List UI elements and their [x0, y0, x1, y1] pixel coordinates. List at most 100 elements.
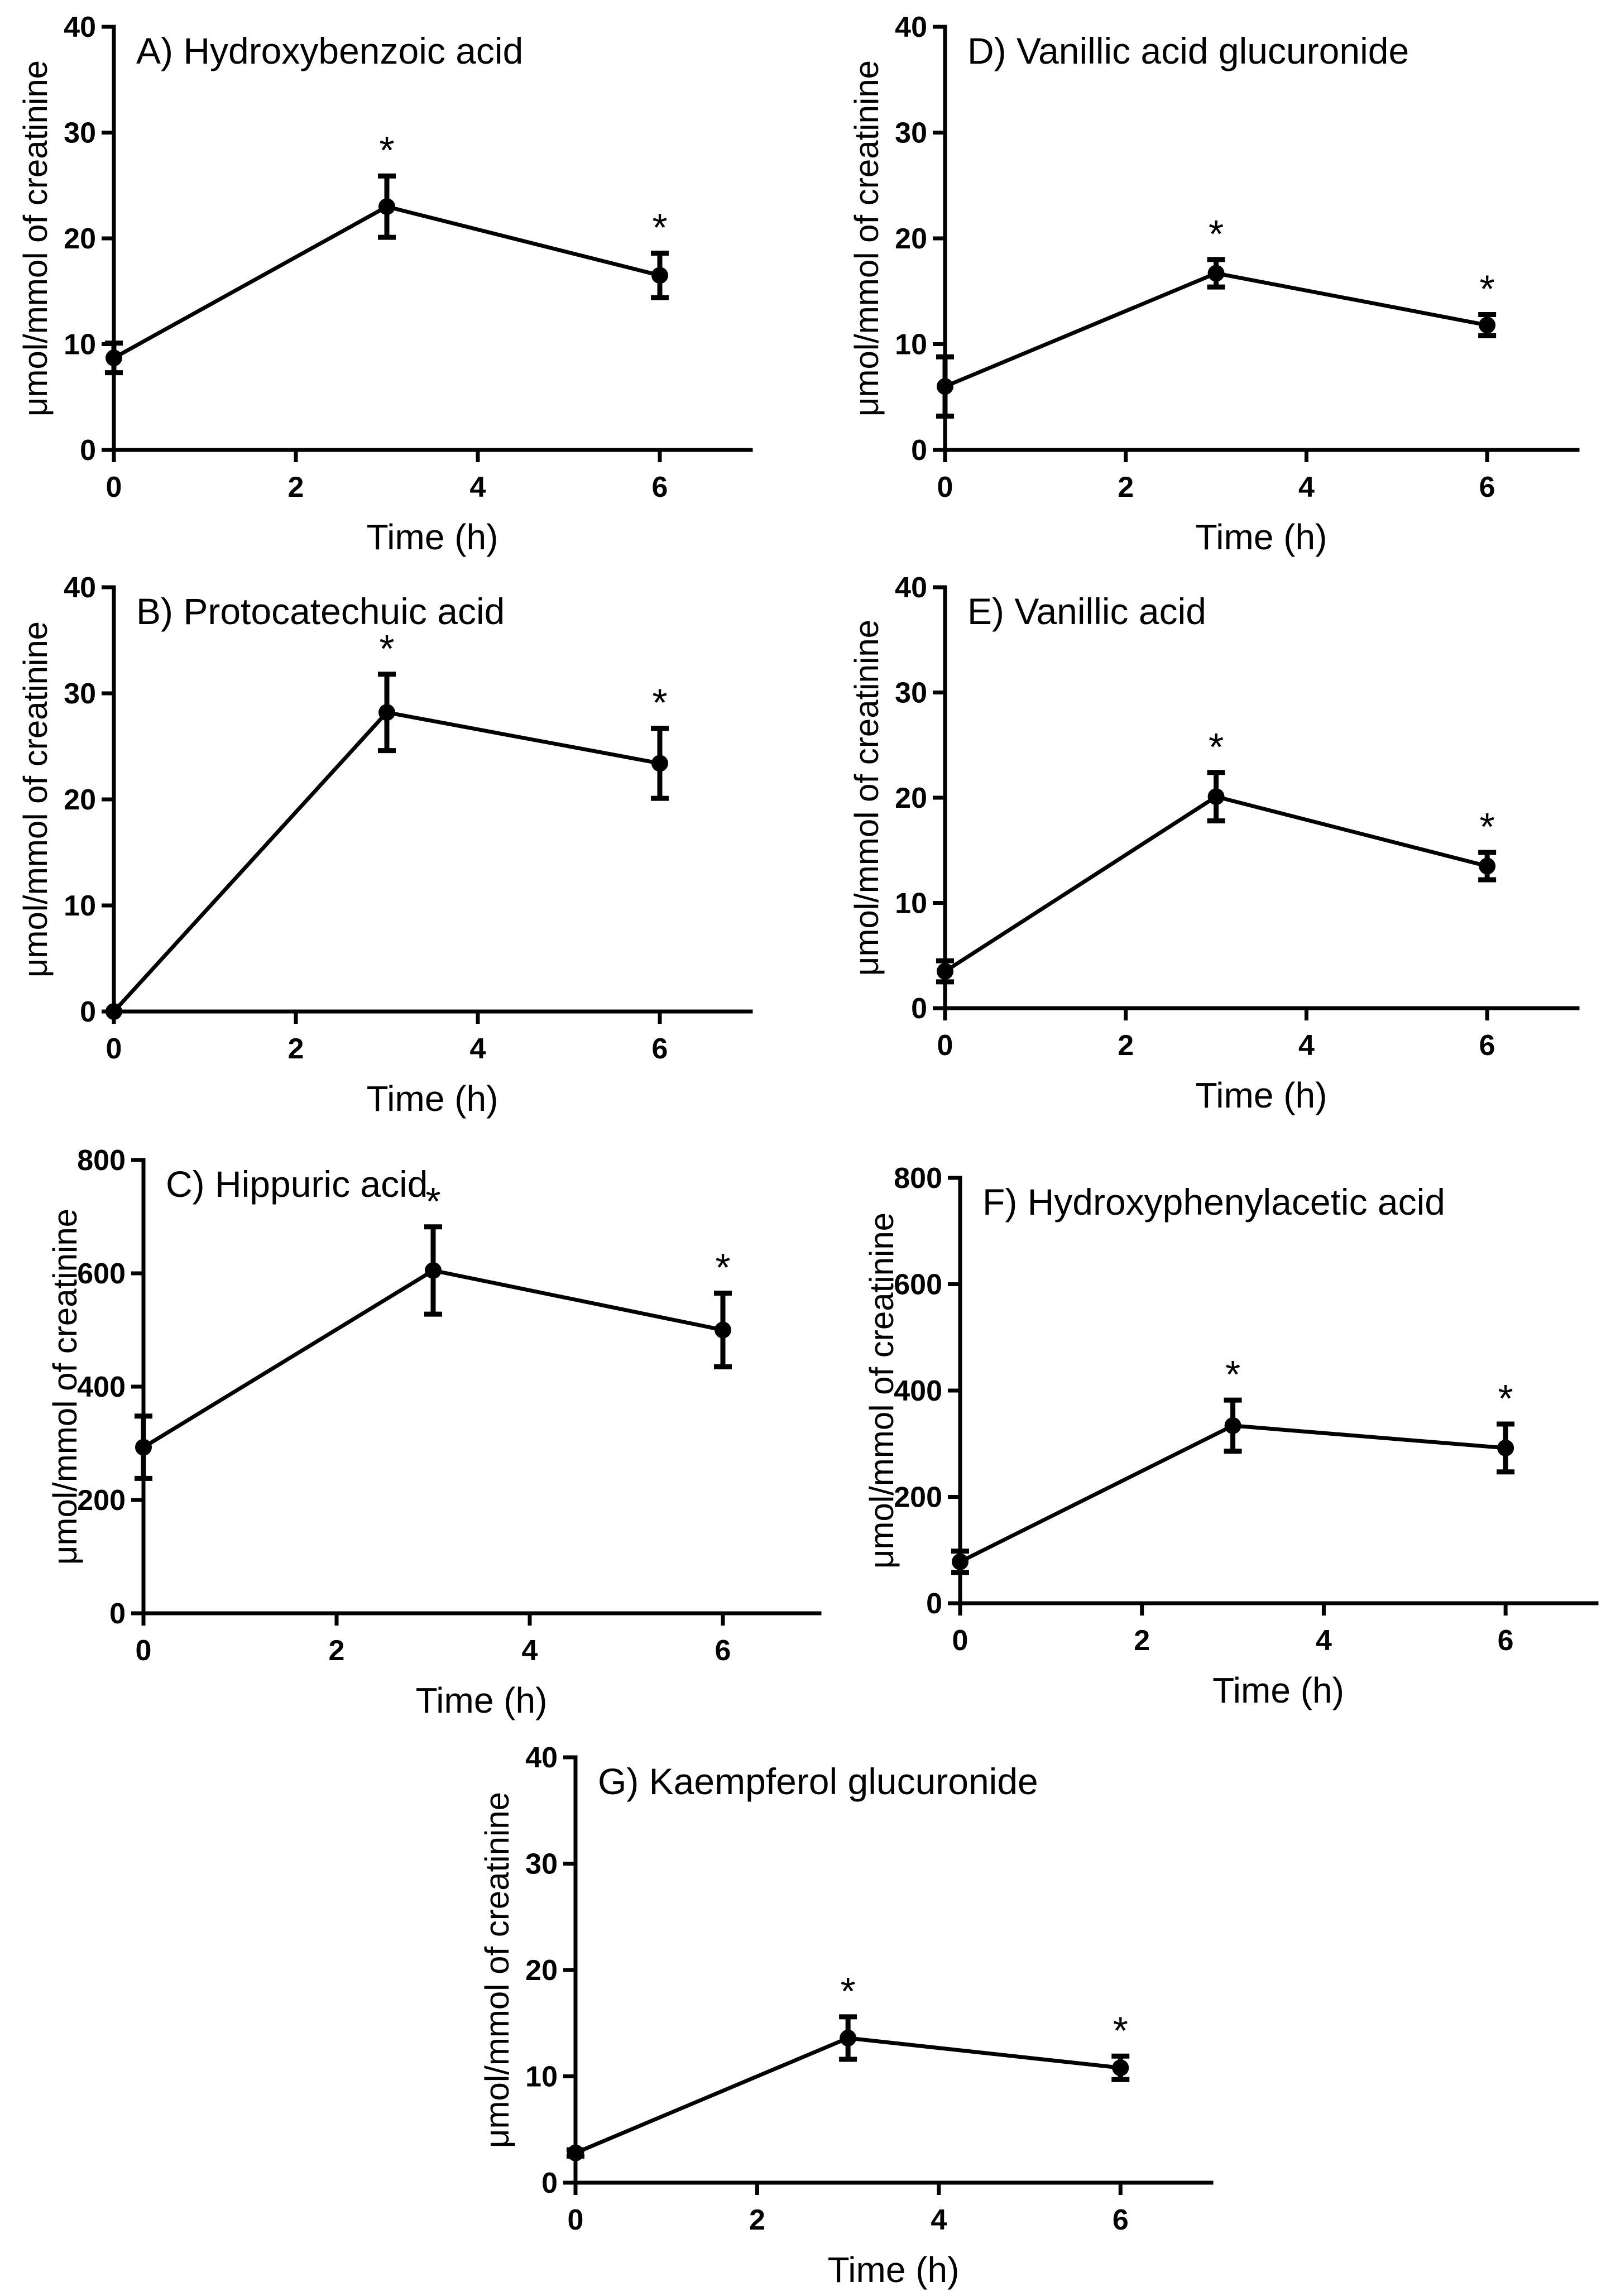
y-tick-label: 400	[77, 1371, 126, 1403]
data-point	[937, 963, 953, 980]
x-tick-label: 6	[715, 1634, 731, 1667]
y-tick-label: 20	[64, 784, 96, 816]
x-tick-label: 0	[106, 1033, 122, 1065]
x-axis-label: Time (h)	[828, 2250, 960, 2290]
y-tick-label: 30	[64, 678, 96, 710]
y-tick-label: 20	[525, 1954, 558, 1987]
y-tick-label: 0	[911, 434, 927, 467]
significance-marker: *	[379, 627, 394, 670]
panel-b: 0 10 20 30 40 0 2 4 6 B) Protocatechuic acid Time …	[17, 572, 753, 1119]
x-tick-label: 6	[652, 1033, 668, 1065]
x-tick-label: 6	[1113, 2204, 1129, 2236]
significance-marker: *	[425, 1180, 440, 1223]
x-axis-label: Time (h)	[1196, 1075, 1327, 1115]
y-axis-label: μmol/mmol of creatinine	[46, 1209, 84, 1565]
x-tick-label: 2	[288, 471, 304, 504]
x-tick-label: 2	[1118, 471, 1134, 504]
data-point	[378, 198, 395, 215]
x-tick-label: 6	[1479, 1029, 1495, 1062]
significance-marker: *	[1498, 1377, 1513, 1420]
data-point	[937, 378, 953, 395]
x-tick-label: 4	[931, 2204, 947, 2236]
significance-marker: *	[1225, 1353, 1240, 1396]
x-tick-label: 6	[1479, 471, 1495, 504]
x-tick-label: 0	[952, 1624, 968, 1657]
significance-marker: *	[1480, 267, 1495, 310]
panel-title: B) Protocatechuic acid	[136, 591, 505, 632]
data-point	[1112, 2059, 1129, 2077]
y-tick-label: 200	[894, 1482, 942, 1514]
series-line	[944, 271, 1488, 389]
y-tick-label: 200	[77, 1484, 126, 1517]
y-tick-label: 30	[64, 117, 96, 150]
y-tick-label: 10	[525, 2061, 558, 2093]
x-tick-label: 0	[106, 471, 122, 504]
y-tick-label: 30	[895, 117, 927, 150]
x-tick-label: 0	[937, 1029, 953, 1062]
y-tick-label: 40	[64, 11, 96, 44]
data-point	[715, 1321, 731, 1339]
x-tick-label: 2	[1118, 1029, 1134, 1062]
y-axis-label: μmol/mmol of creatinine	[17, 60, 54, 416]
x-tick-label: 2	[1134, 1624, 1150, 1657]
y-axis-label: μmol/mmol of creatinine	[17, 621, 54, 977]
y-tick-label: 10	[64, 890, 96, 922]
panel-a: 0 10 20 30 40 0 2 4 6 A) Hydroxybenzoic acid Time …	[17, 11, 753, 557]
y-tick-label: 20	[895, 782, 927, 814]
significance-marker: *	[1209, 212, 1224, 256]
y-tick-label: 10	[895, 888, 927, 920]
data-point	[1207, 265, 1225, 282]
data-point	[106, 349, 122, 367]
panel-title: G) Kaempferol glucuronide	[598, 1761, 1038, 1802]
x-tick-label: 4	[1298, 471, 1315, 504]
y-tick-label: 40	[895, 11, 927, 44]
y-tick-label: 600	[77, 1258, 126, 1290]
x-tick-label: 4	[522, 1634, 538, 1667]
significance-marker: *	[379, 128, 394, 172]
x-tick-label: 0	[568, 2204, 584, 2236]
panel-title: E) Vanillic acid	[967, 591, 1206, 632]
x-tick-label: 4	[1298, 1029, 1315, 1062]
x-tick-label: 0	[937, 471, 953, 504]
x-tick-label: 4	[1316, 1624, 1332, 1657]
x-tick-label: 4	[470, 1033, 486, 1065]
data-point	[1224, 1417, 1241, 1434]
panel-title: A) Hydroxybenzoic acid	[136, 30, 523, 71]
y-tick-label: 40	[895, 572, 927, 604]
y-tick-label: 10	[895, 329, 927, 361]
data-point	[1497, 1439, 1514, 1456]
y-tick-label: 40	[525, 1742, 558, 1774]
x-axis-label: Time (h)	[1196, 517, 1327, 557]
significance-marker: *	[1113, 2009, 1128, 2052]
data-point	[651, 267, 668, 284]
y-tick-label: 20	[64, 223, 96, 255]
series-line	[112, 710, 660, 1013]
x-tick-label: 6	[652, 471, 668, 504]
x-tick-label: 2	[288, 1033, 304, 1065]
panel-c: 0 200 400 600 800 0 2 4 6 C) Hippuric acid Time (h…	[46, 1144, 822, 1720]
y-tick-label: 20	[895, 223, 927, 255]
y-axis-label: μmol/mmol of creatinine	[863, 1212, 900, 1569]
panel-e: 0 10 20 30 40 0 2 4 6 E) Vanillic acid Time (h) μmo…	[848, 572, 1580, 1115]
y-tick-label: 0	[109, 1598, 126, 1630]
significance-marker: *	[715, 1246, 730, 1290]
panel-title: F) Hydroxyphenylacetic acid	[982, 1181, 1445, 1223]
y-tick-label: 600	[894, 1269, 942, 1301]
x-axis-label: Time (h)	[416, 1680, 548, 1720]
x-axis-label: Time (h)	[367, 517, 498, 557]
panel-d: 0 10 20 30 40 0 2 4 6 D) Vanillic acid glucuronid…	[848, 11, 1580, 557]
y-axis-label: μmol/mmol of creatinine	[848, 620, 885, 976]
y-tick-label: 10	[64, 329, 96, 361]
significance-marker: *	[652, 681, 667, 725]
panel-f: 0 200 400 600 800 0 2 4 6 F) Hydroxyphenylacetic …	[863, 1162, 1599, 1710]
panel-g: 0 10 20 30 40 0 2 4 6 G) Kaempferol glucuronide Ti…	[478, 1742, 1214, 2290]
data-point	[425, 1262, 442, 1279]
x-tick-label: 6	[1498, 1624, 1514, 1657]
data-point	[1479, 857, 1496, 875]
data-point	[1479, 317, 1496, 334]
data-point	[1207, 788, 1225, 806]
data-point	[378, 704, 395, 721]
x-tick-label: 2	[329, 1634, 345, 1667]
y-tick-label: 0	[80, 434, 96, 467]
